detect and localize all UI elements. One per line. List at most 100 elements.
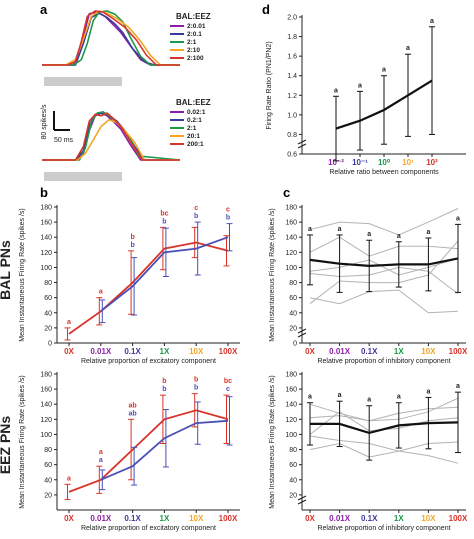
c-bottom-individual-line [309,435,459,452]
c-bottom-significance-label: a [456,383,460,390]
c-bottom-y-title: Mean Instantaneous Firing Rate (spikes /… [269,375,276,508]
c-top-y-title: Mean Instantaneous Firing Rate (spikes /… [269,208,276,341]
b-bal-series-1-line [100,236,229,313]
a-top-legend-item: 2:0.1 [187,31,202,38]
c-top-category-label: 10X [421,347,436,356]
c-bottom-y-tick-label: 100 [285,432,297,439]
b-bal-category-label: 1X [160,347,170,356]
c-bottom: 20 40 60 80 100 120 140 160 180 0X 0.01X 0.1X 1X 10X 1… [269,372,468,533]
panel-label-b: b [40,185,48,200]
a-top-trace-1 [42,12,180,66]
b-eez-significance-label: b [194,385,198,392]
d-category-label: 10⁻² [328,158,344,167]
c-top-y-tick-label: 140 [285,235,297,242]
c-bottom-y-tick-label: 180 [285,372,297,379]
c-bottom-significance-label: a [426,388,430,395]
b-eez-significance-label: ab [129,402,137,409]
a-top-legend-item: 2:100 [187,55,204,62]
a-top-trace-2 [42,10,180,66]
b-bal-y-tick-label: 100 [40,265,52,272]
c-bottom-category-label: 0.01X [329,514,351,523]
b-eez-y-tick-label: 180 [40,372,52,379]
b-bal-y-tick-label: 60 [44,295,52,302]
c-top-individual-line [309,208,459,236]
b-bal-series-0-line [68,241,229,335]
b-eez-series-0-line [68,409,229,493]
a-bottom-legend-item: 2:1 [187,125,197,132]
c-top-category-label: 0.01X [329,347,351,356]
c-bottom-significance-label: a [367,397,371,404]
d-y-tick-label: 1.2 [287,93,297,100]
c-bottom-y-tick-label: 80 [289,447,297,454]
c-bottom-y-tick-label: 40 [289,477,297,484]
d-y-title: Firing Rate Ratio (PN1/PN2) [266,41,273,129]
b-eez-significance-label: bc [224,378,232,385]
c-top-significance-label: a [426,229,430,236]
c-bottom-category-label: 0X [305,514,315,523]
c-bottom-category-label: 1X [394,514,404,523]
a-top-legend: BAL:EEZ 2:0.012:0.12:12:102:100 [170,12,211,62]
c-top-y-tick-label: 160 [285,220,297,227]
b-bal-significance-label: b [194,213,198,220]
c-top-category-label: 0X [305,347,315,356]
c-bottom-category-label: 10X [421,514,436,523]
b-bal: 0 20 40 60 80 100 120 140 160 180 0X 0.01X 0.1X 1X 10X… [19,205,240,365]
a-bottom-trace-4 [42,112,180,161]
d-y-tick-label: 1.8 [287,34,297,41]
a-bottom-traces [42,110,181,161]
b-eez-y-tick-label: 120 [40,417,52,424]
b-eez-y-tick-label: 40 [44,477,52,484]
b-bal-category-label: 0.1X [124,347,141,356]
b-eez-y-tick-label: 60 [44,462,52,469]
a-top-legend-item: 2:0.01 [187,23,206,30]
d-significance-label: a [358,82,362,89]
b-eez-category-label: 10X [189,514,204,523]
b-eez-y-tick-label: 160 [40,387,52,394]
c-bottom-category-label: 100X [449,514,468,523]
c-bottom-y-tick-label: 20 [289,492,297,499]
b-bal-significance-label: c [226,207,230,214]
b-bal-y-tick-label: 0 [48,341,52,348]
c-top-individual-line [309,236,459,257]
b-eez-significance-label: a [99,457,103,464]
a-bottom-trace-2 [42,110,181,161]
b-eez-significance-label: a [99,449,103,456]
a-top-trace-3 [42,10,180,66]
d-category-label: 10⁰ [378,158,391,167]
d-y-tick-label: 0.6 [287,152,297,159]
d-significance-label: a [334,87,338,94]
b-bal-y-tick-label: 120 [40,250,52,257]
b-bal-y-tick-label: 140 [40,235,52,242]
c-top: 0 20 40 60 80 100 120 140 160 180 0X 0.01X 0.1X 1X 10X… [269,205,468,366]
d-axis-break [297,139,307,149]
c-bottom-y-tick-label: 120 [285,417,297,424]
b-bal-y-tick-label: 160 [40,220,52,227]
b-bal-category-label: 10X [189,347,204,356]
c-top-y-tick-label: 180 [285,205,297,212]
a-top-legend-item: 2:1 [187,39,197,46]
c-top-significance-label: a [456,215,460,222]
c-top-category-label: 100X [449,347,468,356]
a-bottom-legend-item: 0.2:1 [187,117,202,124]
d-category-label: 10⁻¹ [352,158,368,167]
b-eez-significance-label: a [67,475,71,482]
c-top-category-label: 0.1X [361,347,378,356]
a-top-legend-title: BAL:EEZ [176,12,211,21]
a-bottom-legend-title: BAL:EEZ [176,98,211,107]
a-bottom-trace-3 [42,118,180,161]
b-eez-series-1-line [100,419,229,481]
b-bal-y-tick-label: 40 [44,310,52,317]
b-eez-category-label: 0X [64,514,74,523]
b-eez-significance-label: b [194,377,198,384]
b-eez-x-title: Relative proportion of excitatory compon… [81,525,216,532]
c-bottom-category-label: 0.1X [361,514,378,523]
b-bal-significance-label: a [67,319,71,326]
d-significance-label: a [406,45,410,52]
d-x-title: Relative ratio between components [329,169,439,176]
b-eez-category-label: 100X [219,514,238,523]
c-bottom-axis-break [297,495,307,505]
b-eez-y-tick-label: 100 [40,432,52,439]
b-bal-y-tick-label: 80 [44,280,52,287]
c-bottom-individual-line [309,442,459,464]
